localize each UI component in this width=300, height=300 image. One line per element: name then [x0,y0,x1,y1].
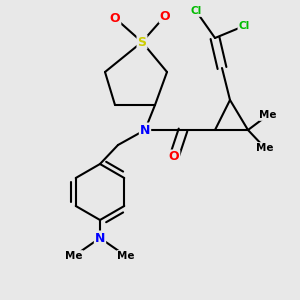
Text: O: O [160,10,170,22]
Text: N: N [95,232,105,244]
Text: Me: Me [256,143,274,153]
Text: Cl: Cl [238,21,250,31]
Text: O: O [169,151,179,164]
Text: Me: Me [117,251,135,261]
Text: Cl: Cl [190,6,202,16]
Text: N: N [140,124,150,136]
Text: Me: Me [259,110,277,120]
Text: Me: Me [65,251,83,261]
Text: S: S [137,35,146,49]
Text: O: O [110,11,120,25]
